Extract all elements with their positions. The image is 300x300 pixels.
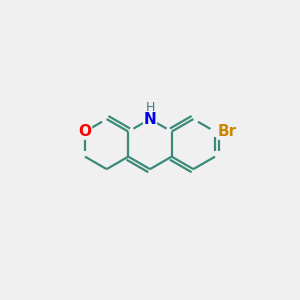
Text: N: N xyxy=(144,112,156,127)
Text: H: H xyxy=(145,101,155,114)
Text: O: O xyxy=(79,124,92,139)
Text: Br: Br xyxy=(218,124,237,139)
